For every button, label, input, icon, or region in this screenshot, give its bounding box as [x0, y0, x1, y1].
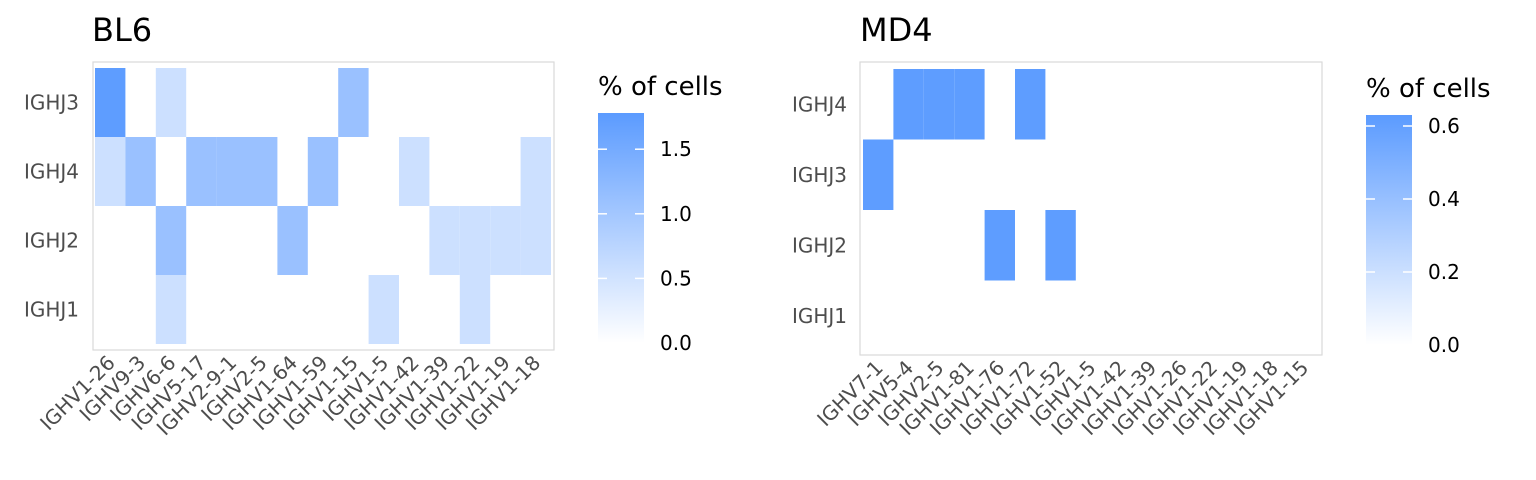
- heatmap-cell: [893, 69, 924, 140]
- legend-colorbar: [598, 113, 644, 343]
- y-tick-label: IGHJ4: [792, 92, 847, 116]
- heatmap-cell: [307, 137, 339, 206]
- heatmap-cell: [923, 69, 955, 140]
- y-tick-label: IGHJ4: [24, 160, 79, 184]
- heatmap-cell: [1015, 69, 1046, 140]
- legend-tick-label: 0.0: [660, 331, 692, 355]
- heatmap-panel-bl6: BL6 IGHJ3 IGHJ4 IGHJ2 IGHJ1 IGHV1-26IGHV9-3…: [24, 11, 723, 440]
- heatmap-cell: [186, 137, 217, 206]
- heatmap-cell: [399, 137, 430, 206]
- heatmap-cell: [863, 139, 894, 210]
- y-axis-ticks: IGHJ4 IGHJ3 IGHJ2 IGHJ1: [792, 92, 847, 327]
- y-axis-ticks: IGHJ3 IGHJ4 IGHJ2 IGHJ1: [24, 91, 79, 322]
- y-tick-label: IGHJ3: [792, 163, 847, 187]
- x-axis-ticks: IGHV1-26IGHV9-3IGHV6-6IGHV5-17IGHV2-9-1I…: [35, 351, 545, 441]
- heatmap-cell: [954, 69, 985, 140]
- heatmap-cell: [155, 206, 187, 275]
- heatmap-cell: [338, 68, 369, 137]
- y-tick-label: IGHJ3: [24, 91, 79, 115]
- panel-border: [859, 61, 1323, 356]
- heatmap-cell: [125, 137, 156, 206]
- heatmap-panel-md4: MD4 IGHJ4 IGHJ3 IGHJ2 IGHJ1 IGHV7-1IGHV5-4I…: [792, 11, 1491, 440]
- heatmap-cell: [459, 275, 491, 344]
- legend-tick-label: 1.5: [660, 137, 692, 161]
- legend-title: % of cells: [598, 72, 723, 102]
- legend-ticks: 0.0 0.2 0.4 0.6: [1366, 114, 1460, 357]
- heatmap-cell: [520, 206, 551, 275]
- heatmap-cell: [155, 68, 187, 137]
- heatmap-cell: [459, 206, 491, 275]
- legend-tick-label: 0.6: [1428, 114, 1460, 138]
- heatmap-cell: [429, 206, 460, 275]
- heatmap-cell: [95, 137, 126, 206]
- legend-tick-label: 0.0: [1428, 333, 1460, 357]
- heatmap-cells: [863, 69, 1076, 281]
- heatmap-cells: [95, 68, 551, 344]
- legend-tick-label: 0.4: [1428, 187, 1460, 211]
- legend-tick-label: 1.0: [660, 202, 692, 226]
- heatmap-cell: [95, 68, 126, 137]
- heatmap-cell: [490, 206, 521, 275]
- color-legend: % of cells 0.0 0.2 0.4 0.6: [1366, 74, 1491, 357]
- panel-border: [92, 61, 555, 351]
- heatmap-cell: [155, 275, 187, 344]
- heatmap-cell: [1045, 210, 1076, 281]
- heatmap-cell: [520, 137, 551, 206]
- x-axis-ticks: IGHV7-1IGHV5-4IGHV2-5IGHV1-81IGHV1-76IGH…: [812, 356, 1313, 441]
- legend-tick-label: 0.2: [1428, 260, 1460, 284]
- legend-tick-label: 0.5: [660, 266, 692, 290]
- legend-ticks: 0.0 0.5 1.0 1.5: [598, 137, 692, 355]
- heatmap-cell: [216, 137, 247, 206]
- y-tick-label: IGHJ1: [24, 298, 79, 322]
- heatmap-cell: [368, 275, 399, 344]
- y-tick-label: IGHJ2: [792, 233, 847, 257]
- heatmap-cell: [247, 137, 278, 206]
- heatmap-cell: [984, 210, 1015, 281]
- chart-title: MD4: [860, 11, 933, 49]
- y-tick-label: IGHJ2: [24, 229, 79, 253]
- heatmap-cell: [277, 206, 308, 275]
- legend-colorbar: [1366, 115, 1412, 345]
- chart-title: BL6: [92, 11, 152, 49]
- y-tick-label: IGHJ1: [792, 304, 847, 328]
- legend-title: % of cells: [1366, 74, 1491, 104]
- color-legend: % of cells 0.0 0.5 1.0 1.5: [598, 72, 723, 355]
